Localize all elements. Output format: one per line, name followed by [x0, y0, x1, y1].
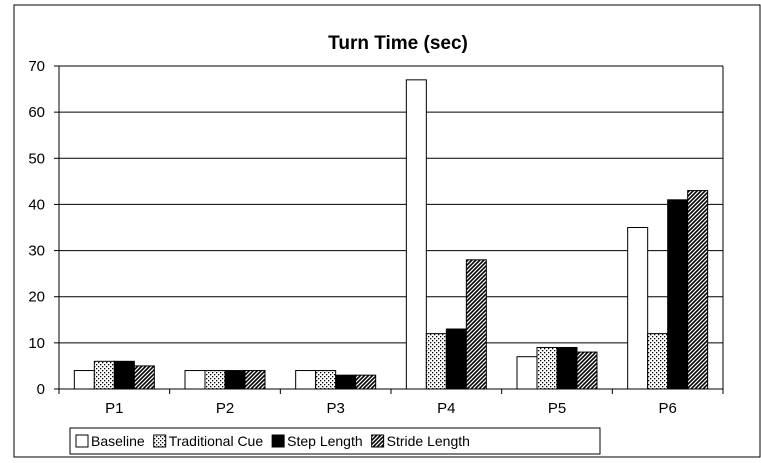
bar-p4-step-length [445, 328, 467, 390]
bar-p6-traditional-cue [647, 333, 669, 390]
bar-p2-traditional-cue [204, 370, 226, 390]
legend-label: Step Length [287, 433, 363, 449]
bar-p6-step-length [667, 199, 689, 390]
legend-swatch [75, 434, 89, 448]
legend-label: Baseline [91, 433, 145, 449]
y-tick-label: 20 [28, 289, 45, 306]
legend: Baseline Traditional Cue Step Length Stride… [75, 433, 470, 449]
legend-swatch [153, 434, 167, 448]
legend-swatch [271, 434, 285, 448]
x-tick-label: P5 [548, 400, 566, 417]
x-tick-label: P6 [658, 400, 676, 417]
x-tick-label: P1 [105, 400, 123, 417]
bar-p1-baseline [73, 370, 95, 390]
bar-p3-traditional-cue [315, 370, 337, 390]
x-axis-ticks: P1 P2 P3 P4 P5 P6 [105, 400, 677, 417]
bar-p6-stride-length [687, 190, 709, 390]
bar-p2-baseline [184, 370, 206, 390]
x-tick-label: P3 [326, 400, 344, 417]
y-tick-label: 0 [37, 381, 45, 398]
bar-p2-stride-length [244, 370, 266, 390]
bar-p4-stride-length [465, 259, 487, 390]
bar-p4-baseline [405, 79, 427, 390]
x-tick-label: P2 [216, 400, 234, 417]
axes [58, 65, 724, 394]
x-tick-label: P4 [437, 400, 455, 417]
y-tick-label: 50 [28, 150, 45, 167]
bar-p5-baseline [516, 356, 538, 390]
legend-label: Traditional Cue [169, 433, 264, 449]
bar-p5-step-length [556, 346, 578, 390]
bar-p1-step-length [113, 360, 135, 390]
bar-p2-step-length [224, 370, 246, 390]
legend-swatch [371, 434, 385, 448]
bar-p4-traditional-cue [425, 333, 447, 390]
y-tick-label: 70 [28, 58, 45, 75]
bar-p1-traditional-cue [93, 360, 115, 390]
bar-p1-stride-length [133, 365, 155, 390]
y-tick-label: 10 [28, 335, 45, 352]
bar-p5-stride-length [576, 351, 598, 390]
bars [73, 79, 709, 390]
y-tick-label: 40 [28, 196, 45, 213]
bar-p3-step-length [335, 374, 357, 390]
bar-p6-baseline [627, 227, 649, 390]
legend-label: Stride Length [387, 433, 470, 449]
y-tick-label: 30 [28, 243, 45, 260]
bar-p3-baseline [295, 370, 317, 390]
bar-p5-traditional-cue [536, 346, 558, 390]
chart-title: Turn Time (sec) [328, 33, 468, 54]
y-axis-ticks: 0 10 20 30 40 50 60 70 [28, 58, 59, 398]
bar-p3-stride-length [355, 374, 377, 390]
y-tick-label: 60 [28, 104, 45, 121]
